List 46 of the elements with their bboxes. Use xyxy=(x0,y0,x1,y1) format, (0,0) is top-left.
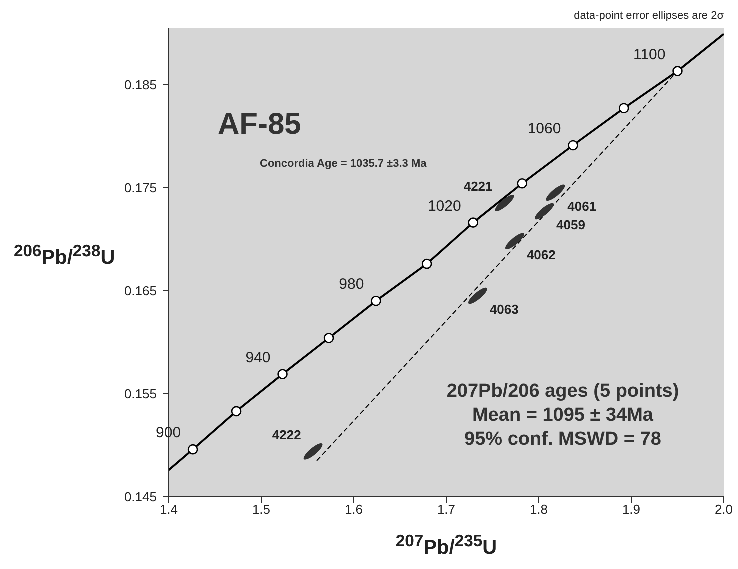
point xyxy=(618,103,630,114)
annotation: 1060 xyxy=(528,120,562,138)
annotation: 4222 xyxy=(272,428,302,443)
point xyxy=(324,333,334,344)
text: data-point error ellipses are 2σ xyxy=(574,10,724,22)
point xyxy=(371,296,382,306)
annotation: 4221 xyxy=(464,179,493,194)
point xyxy=(422,258,432,270)
annotation: 980 xyxy=(339,276,364,294)
text: AF-85 xyxy=(218,108,302,142)
y-tick-label: 0.145 xyxy=(124,490,157,505)
annotation: 4059 xyxy=(556,217,586,232)
point xyxy=(517,178,528,189)
y-tick-label: 0.155 xyxy=(124,386,157,402)
point xyxy=(672,66,683,76)
x-tick-label: 1.8 xyxy=(530,502,548,518)
point xyxy=(495,195,514,212)
point xyxy=(505,233,524,250)
x-tick-label: 1.6 xyxy=(344,502,364,518)
point xyxy=(304,443,323,460)
annotation: 4063 xyxy=(490,302,519,317)
x-tick-label: 1.7 xyxy=(437,502,456,518)
y-tick-label: 0.185 xyxy=(124,77,157,92)
point xyxy=(468,288,488,304)
x-axis-title: $^{207}$Pb/$^{235}$U xyxy=(396,531,498,559)
point xyxy=(231,406,242,417)
point xyxy=(568,140,578,151)
point xyxy=(468,218,478,228)
annotation: 4061 xyxy=(568,198,597,214)
annotation: Concordia Age = 1035.7 ±3.3 Ma xyxy=(260,158,427,170)
point xyxy=(278,369,288,380)
point xyxy=(535,203,554,220)
x-tick-label: 1.4 xyxy=(160,502,178,518)
annotation: 1020 xyxy=(428,198,462,215)
y-tick-label: 0.175 xyxy=(124,180,157,196)
y-tick-label: 0.165 xyxy=(124,283,157,298)
annotation: 4062 xyxy=(526,247,556,262)
x-tick-label: 1.5 xyxy=(252,502,271,518)
annotation: 1100 xyxy=(633,46,666,64)
x-tick-label: 1.9 xyxy=(622,502,641,518)
x-tick-label: 2.0 xyxy=(714,502,734,518)
point xyxy=(188,444,198,455)
y-axis-title: $^{206}$Pb/$^{238}$U xyxy=(14,241,116,269)
annotation: 940 xyxy=(246,349,271,366)
annotation: 207Pb/206 ages (5 points) Mean = 1095 ± 34Ma 95% conf. MSWD = 78 xyxy=(446,380,680,452)
point xyxy=(546,184,566,202)
